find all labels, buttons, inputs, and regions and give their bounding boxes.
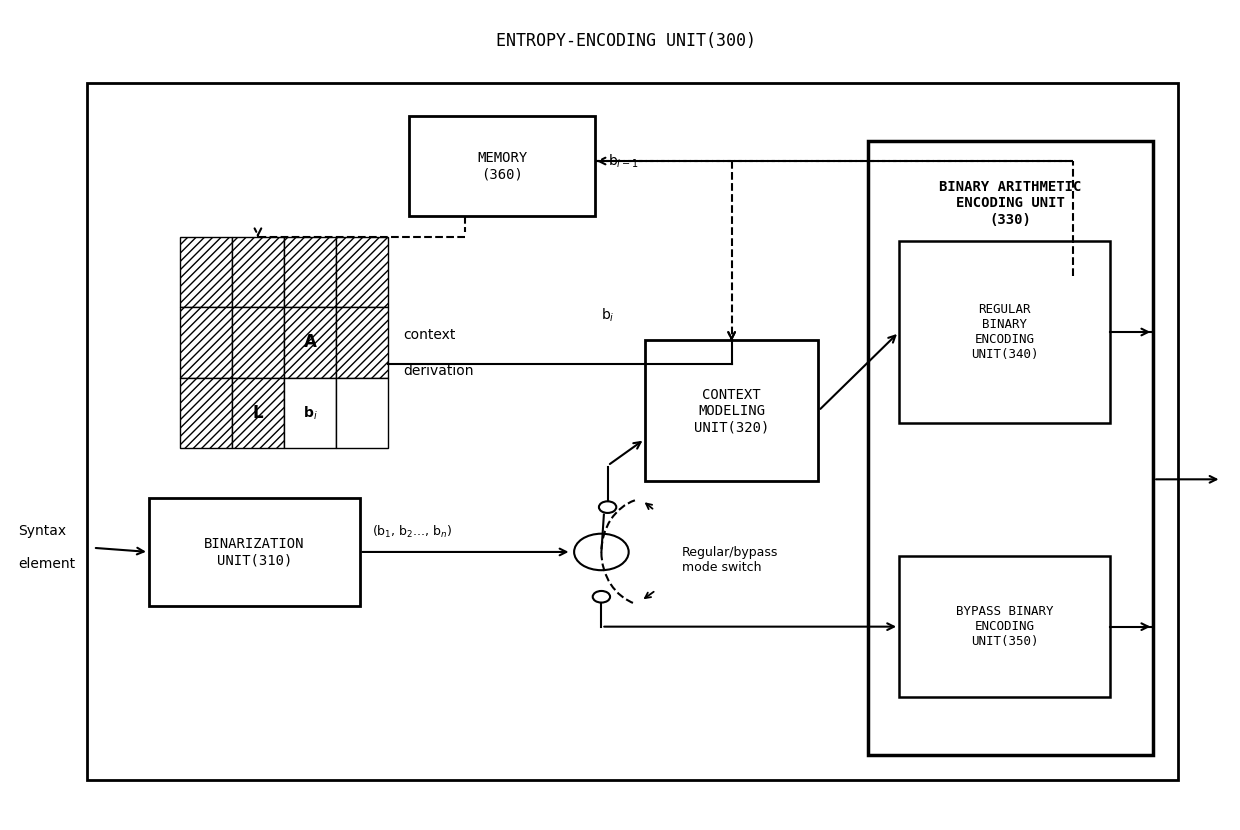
Text: L: L — [253, 404, 263, 422]
Text: (b$_1$, b$_2$..., b$_n$): (b$_1$, b$_2$..., b$_n$) — [372, 524, 453, 540]
Text: b$_i$: b$_i$ — [303, 404, 317, 422]
Text: BINARIZATION
UNIT(310): BINARIZATION UNIT(310) — [203, 537, 305, 567]
Bar — [899, 241, 1110, 423]
Bar — [180, 237, 232, 307]
Bar — [336, 378, 388, 448]
Text: ENTROPY-ENCODING UNIT(300): ENTROPY-ENCODING UNIT(300) — [496, 32, 756, 51]
Text: A: A — [304, 334, 316, 351]
Bar — [899, 556, 1110, 697]
Text: b$_{i-1}$: b$_{i-1}$ — [608, 153, 639, 169]
Bar — [87, 83, 1178, 780]
Bar — [645, 340, 818, 481]
Text: Syntax: Syntax — [19, 525, 67, 538]
Bar — [180, 307, 232, 378]
Text: BINARY ARITHMETIC
ENCODING UNIT
(330): BINARY ARITHMETIC ENCODING UNIT (330) — [940, 180, 1081, 227]
Bar — [284, 378, 336, 448]
Text: b$_i$: b$_i$ — [601, 306, 614, 324]
Text: BYPASS BINARY
ENCODING
UNIT(350): BYPASS BINARY ENCODING UNIT(350) — [956, 605, 1053, 648]
Text: element: element — [19, 558, 76, 571]
Bar — [284, 237, 336, 307]
Bar — [232, 237, 284, 307]
Text: REGULAR
BINARY
ENCODING
UNIT(340): REGULAR BINARY ENCODING UNIT(340) — [971, 303, 1038, 361]
Bar — [180, 378, 232, 448]
Bar — [409, 116, 595, 216]
Bar — [868, 141, 1153, 755]
Text: CONTEXT
MODELING
UNIT(320): CONTEXT MODELING UNIT(320) — [694, 388, 769, 434]
Bar — [284, 307, 336, 378]
Text: context: context — [403, 329, 455, 342]
Text: MEMORY
(360): MEMORY (360) — [477, 151, 527, 181]
Bar — [232, 307, 284, 378]
Bar — [336, 237, 388, 307]
Bar — [336, 307, 388, 378]
Text: Regular/bypass
mode switch: Regular/bypass mode switch — [682, 546, 779, 574]
Bar — [149, 498, 360, 606]
Text: derivation: derivation — [403, 364, 474, 378]
Bar — [232, 378, 284, 448]
